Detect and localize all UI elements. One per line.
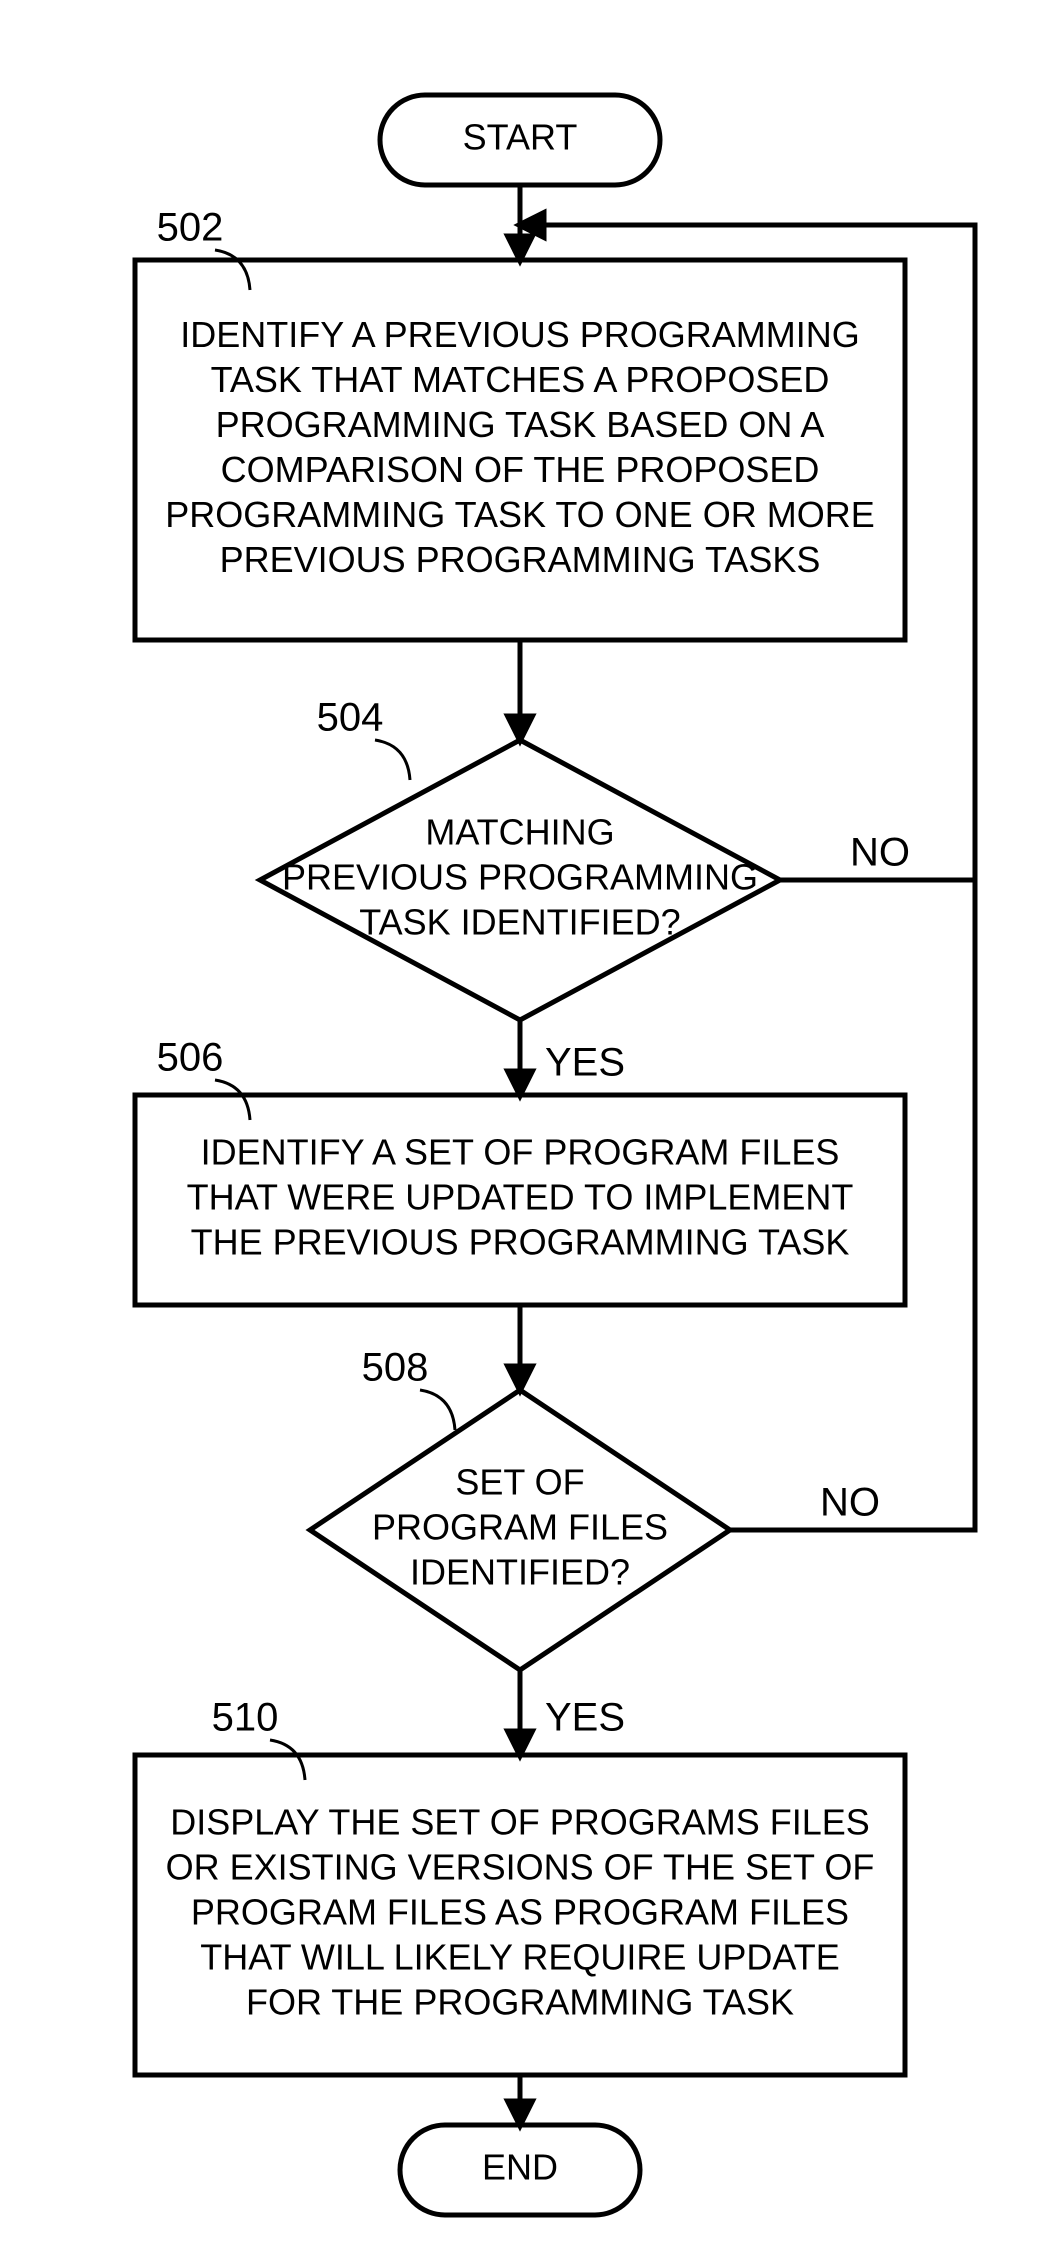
flowchart: STARTIDENTIFY A PREVIOUS PROGRAMMINGTASK… <box>0 0 1052 2260</box>
svg-text:OR EXISTING VERSIONS OF THE SE: OR EXISTING VERSIONS OF THE SET OF <box>166 1847 875 1888</box>
node-n506: IDENTIFY A SET OF PROGRAM FILESTHAT WERE… <box>135 1095 905 1305</box>
svg-text:DISPLAY THE SET OF PROGRAMS FI: DISPLAY THE SET OF PROGRAMS FILES <box>170 1802 870 1843</box>
node-n504: MATCHINGPREVIOUS PROGRAMMINGTASK IDENTIF… <box>260 740 780 1020</box>
ref-label-506: 506 <box>157 1036 224 1080</box>
svg-text:MATCHING: MATCHING <box>425 812 614 853</box>
n506-label: IDENTIFY A SET OF PROGRAM FILESTHAT WERE… <box>187 1132 854 1263</box>
svg-text:TASK THAT MATCHES A PROPOSED: TASK THAT MATCHES A PROPOSED <box>211 359 830 400</box>
svg-text:THE PREVIOUS PROGRAMMING TASK: THE PREVIOUS PROGRAMMING TASK <box>191 1222 850 1263</box>
svg-text:TASK IDENTIFIED?: TASK IDENTIFIED? <box>359 902 680 943</box>
svg-text:PREVIOUS PROGRAMMING TASKS: PREVIOUS PROGRAMMING TASKS <box>220 539 821 580</box>
svg-text:COMPARISON OF THE PROPOSED: COMPARISON OF THE PROPOSED <box>221 449 820 490</box>
svg-text:PROGRAMMING TASK TO ONE OR MOR: PROGRAMMING TASK TO ONE OR MORE <box>165 494 874 535</box>
ref-label-502: 502 <box>157 206 224 250</box>
ref-label-510: 510 <box>212 1696 279 1740</box>
svg-text:IDENTIFY A PREVIOUS PROGRAMMIN: IDENTIFY A PREVIOUS PROGRAMMING <box>180 314 859 355</box>
end-label: END <box>482 2147 558 2188</box>
node-end: END <box>400 2125 640 2215</box>
svg-text:START: START <box>463 117 578 158</box>
ref-label-508: 508 <box>362 1346 429 1390</box>
ref-leader-508 <box>420 1390 455 1430</box>
start-label: START <box>463 117 578 158</box>
ref-label-504: 504 <box>317 696 384 740</box>
svg-text:PROGRAM FILES: PROGRAM FILES <box>372 1507 668 1548</box>
svg-text:THAT WILL LIKELY REQUIRE UPDAT: THAT WILL LIKELY REQUIRE UPDATE <box>200 1937 840 1978</box>
svg-text:PREVIOUS PROGRAMMING: PREVIOUS PROGRAMMING <box>282 857 758 898</box>
svg-text:END: END <box>482 2147 558 2188</box>
edge-2-label: YES <box>545 1041 625 1085</box>
edge-6-label: NO <box>850 831 910 875</box>
svg-text:IDENTIFY A SET OF PROGRAM FILE: IDENTIFY A SET OF PROGRAM FILES <box>201 1132 840 1173</box>
node-n510: DISPLAY THE SET OF PROGRAMS FILESOR EXIS… <box>135 1755 905 2075</box>
edge-7-label: NO <box>820 1481 880 1525</box>
edge-4-label: YES <box>545 1696 625 1740</box>
node-n502: IDENTIFY A PREVIOUS PROGRAMMINGTASK THAT… <box>135 260 905 640</box>
svg-text:FOR THE PROGRAMMING TASK: FOR THE PROGRAMMING TASK <box>246 1982 794 2023</box>
svg-text:THAT WERE UPDATED TO IMPLEMENT: THAT WERE UPDATED TO IMPLEMENT <box>187 1177 854 1218</box>
ref-leader-504 <box>375 740 410 780</box>
svg-text:PROGRAMMING TASK BASED ON A: PROGRAMMING TASK BASED ON A <box>216 404 825 445</box>
svg-text:PROGRAM FILES AS PROGRAM FILES: PROGRAM FILES AS PROGRAM FILES <box>191 1892 849 1933</box>
node-start: START <box>380 95 660 185</box>
svg-text:SET OF: SET OF <box>455 1462 584 1503</box>
n510-label: DISPLAY THE SET OF PROGRAMS FILESOR EXIS… <box>166 1802 875 2023</box>
svg-text:IDENTIFIED?: IDENTIFIED? <box>410 1552 630 1593</box>
node-n508: SET OFPROGRAM FILESIDENTIFIED? <box>310 1390 730 1670</box>
